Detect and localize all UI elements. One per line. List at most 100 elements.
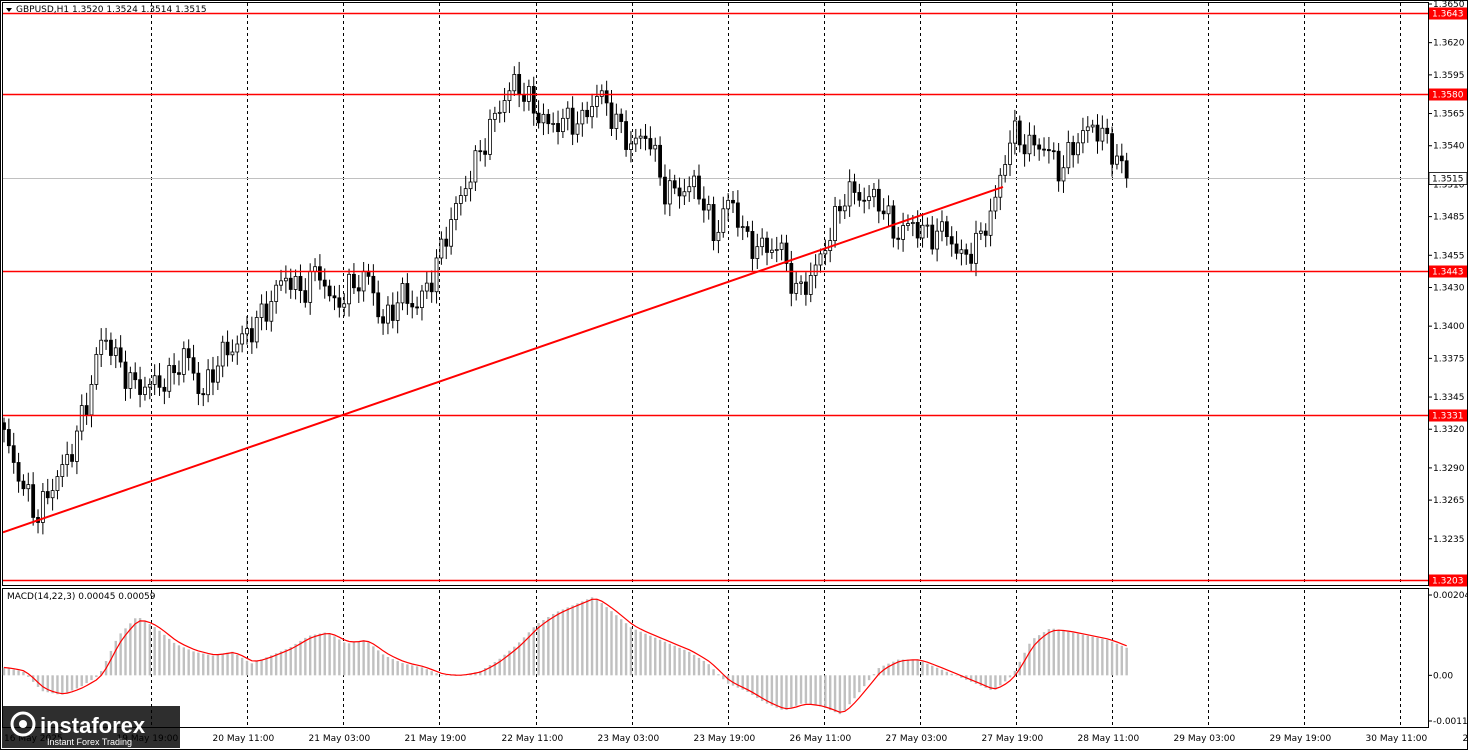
macd-histogram-bar (911, 659, 915, 676)
candle-body (1076, 142, 1080, 156)
candle-body (337, 297, 342, 308)
macd-histogram-bar (100, 671, 103, 676)
candle-body (813, 264, 818, 276)
macd-histogram-bar (814, 675, 817, 706)
candle-body (162, 386, 167, 392)
candle-body (906, 223, 910, 226)
candle-body (755, 246, 760, 259)
candle-body (638, 135, 643, 139)
candle-body (109, 339, 113, 356)
macd-histogram-bar (415, 666, 419, 676)
candle-body (867, 196, 871, 201)
candle-body (954, 243, 959, 254)
macd-histogram-bar (688, 651, 691, 676)
candle-body (1115, 155, 1119, 165)
last-price-tag (1428, 172, 1468, 185)
macd-histogram-bar (1062, 630, 1065, 676)
candle-body (595, 96, 599, 107)
macd-histogram-bar (187, 649, 190, 676)
macd-histogram-bar (386, 657, 390, 676)
candle-body (356, 287, 361, 292)
macd-histogram-bar (901, 659, 905, 676)
candle-body (935, 230, 940, 250)
candle-body (99, 339, 104, 355)
candle-body (123, 361, 128, 389)
time-tick-label: 28 May 11:00 (1078, 734, 1140, 744)
macd-histogram-bar (411, 665, 414, 676)
macd-histogram-bar (503, 654, 506, 676)
candle-body (629, 143, 633, 150)
candle-body (196, 372, 201, 394)
time-tick-label: 2 Jun 03:00 (1463, 734, 1468, 744)
macd-histogram-bar (566, 607, 569, 676)
candle-body (876, 188, 881, 212)
macd-histogram-bar (401, 663, 404, 676)
candle-body (245, 328, 249, 335)
candle-body (643, 135, 648, 139)
candle-body (512, 73, 517, 92)
macd-histogram-bar (338, 639, 341, 676)
macd-histogram-bar (318, 633, 322, 676)
macd-histogram-bar (1033, 638, 1036, 676)
candle-body (687, 186, 692, 193)
watermark-background (2, 706, 180, 748)
macd-histogram-bar (420, 667, 424, 676)
candle-body (721, 208, 726, 233)
macd-tick-label: -0.00116 (1433, 717, 1468, 727)
macd-histogram-bar (1125, 647, 1128, 676)
candle-body (279, 280, 283, 286)
candle-body (298, 276, 303, 292)
candle-body (969, 253, 974, 264)
macd-histogram-bar (129, 623, 132, 676)
macd-histogram-bar (556, 611, 560, 676)
candle-body (556, 123, 560, 133)
candle-body (541, 113, 546, 124)
macd-histogram-bar (717, 674, 720, 676)
candle-body (1081, 130, 1085, 144)
candle-body (1056, 150, 1061, 182)
macd-histogram-bar (109, 650, 113, 676)
candle-body (152, 375, 157, 385)
candle-body (726, 199, 731, 210)
candlesticks (2, 61, 1129, 535)
candle-body (546, 113, 551, 125)
horizontal-levels (3, 12, 1428, 582)
candle-body (852, 181, 857, 193)
macd-histogram-bar (347, 643, 351, 676)
price-tick-label: 1.3235 (1433, 535, 1465, 545)
time-tick-label: 23 May 19:00 (694, 734, 756, 744)
candle-body (405, 283, 410, 304)
macd-histogram-bar (532, 627, 535, 676)
macd-histogram-bar (707, 664, 710, 676)
macd-histogram-bar (863, 675, 866, 687)
candle-body (663, 176, 667, 205)
macd-histogram-bar (294, 643, 297, 676)
candle-body (1090, 124, 1095, 128)
candle-body (672, 180, 677, 189)
price-tick-label: 1.3565 (1433, 110, 1465, 120)
macd-histogram-bar (1008, 675, 1012, 678)
candle-body (70, 454, 74, 462)
macd-histogram-bar (158, 630, 161, 676)
macd-histogram-bar (945, 671, 949, 676)
macd-histogram-bar (775, 675, 778, 708)
candle-body (26, 484, 31, 490)
macd-histogram-bar (931, 665, 934, 676)
candle-body (517, 73, 522, 96)
trendline[interactable] (2, 186, 1004, 534)
gear-center-icon (19, 720, 27, 728)
candle-body (390, 304, 395, 321)
macd-histogram-bar (639, 631, 642, 676)
macd-histogram-bar (435, 673, 438, 676)
macd-histogram-bar (255, 661, 258, 676)
candle-body (104, 339, 108, 342)
candle-body (983, 230, 988, 236)
dropdown-triangle-icon[interactable] (6, 8, 12, 12)
macd-histogram-bar (1023, 652, 1026, 676)
candle-body (371, 275, 376, 294)
candle-body (347, 273, 351, 305)
candle-body (614, 113, 619, 129)
candle-body (920, 224, 925, 239)
candle-body (1119, 155, 1124, 162)
candle-body (940, 221, 944, 232)
